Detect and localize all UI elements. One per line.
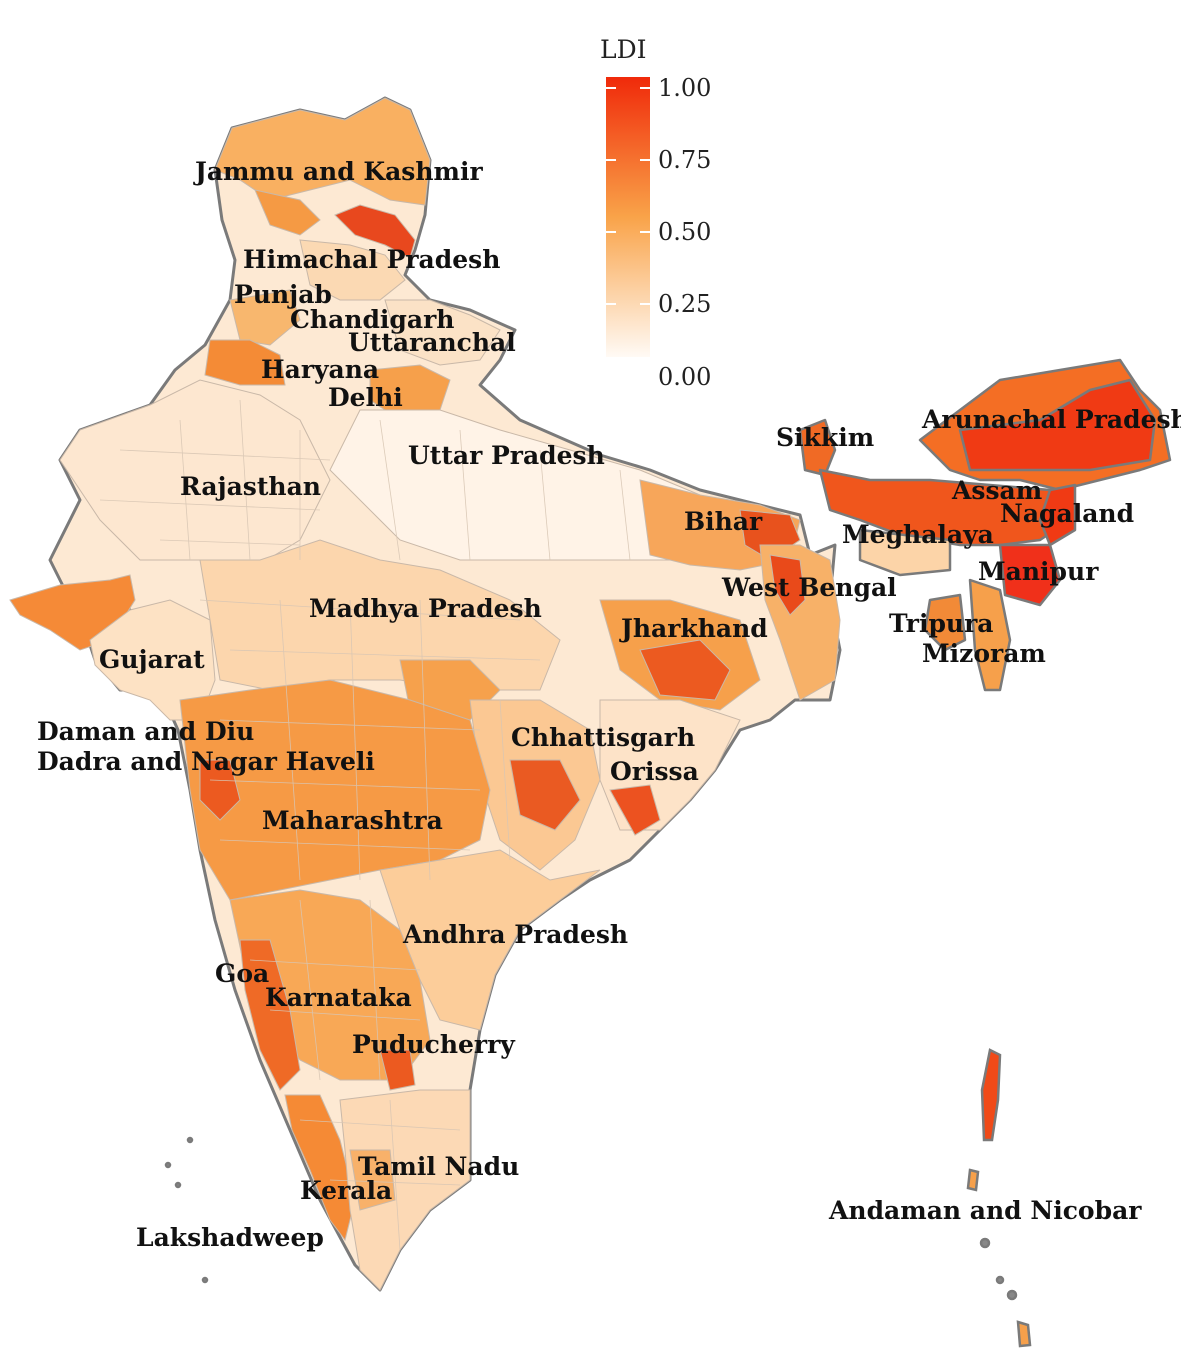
state-label: Andaman and Nicobar <box>828 1196 1142 1225</box>
region-meghalaya <box>858 528 952 577</box>
region-sikkim <box>798 418 837 477</box>
region-kerala <box>284 1094 356 1242</box>
state-label: Jharkhand <box>619 614 768 643</box>
legend-tick-label: 1.00 <box>658 74 711 102</box>
nicobar-1 <box>979 1237 991 1249</box>
region-tripura <box>923 593 967 652</box>
state-label: Goa <box>215 959 269 988</box>
state-label: Jammu and Kashmir <box>193 157 483 186</box>
region-mizoram <box>968 578 1012 692</box>
state-label: Tamil Nadu <box>358 1152 519 1181</box>
state-label: Lakshadweep <box>136 1223 324 1252</box>
state-label: Sikkim <box>776 423 874 452</box>
state-label: Chandigarh <box>290 305 454 334</box>
district-grid <box>99 399 631 1251</box>
legend-color-bar <box>606 77 650 357</box>
region-madhya-pradesh <box>199 539 561 691</box>
state-label: Daman and Diu <box>37 717 254 746</box>
region-jammu-kashmir-north <box>214 97 431 206</box>
state-label: Assam <box>951 476 1042 505</box>
islands <box>164 1048 1032 1348</box>
andaman-islands <box>980 1048 1002 1142</box>
region-jammu-kashmir-hot <box>334 204 416 259</box>
andaman-south <box>966 1168 980 1192</box>
region-nagaland <box>1038 483 1077 547</box>
state-label: West Bengal <box>721 573 897 602</box>
region-wb-hot <box>769 554 806 616</box>
region-uttaranchal <box>384 299 501 366</box>
state-label: Dadra and Nagar Haveli <box>37 747 375 776</box>
region-arunachal-hot <box>958 378 1157 472</box>
region-assam <box>818 468 1072 547</box>
state-label: Chhattisgarh <box>511 723 695 752</box>
region-karnataka-coast <box>239 939 301 1091</box>
state-label: Andhra Pradesh <box>402 920 628 949</box>
legend-ticks <box>606 87 650 305</box>
northeast <box>798 358 1172 692</box>
region-himachal <box>299 239 406 301</box>
state-label: Bihar <box>684 507 763 536</box>
state-label: Punjab <box>234 280 332 309</box>
legend-tick-label: 0.00 <box>658 363 711 391</box>
legend-tick-label: 0.75 <box>658 146 711 174</box>
state-label: Delhi <box>328 383 403 412</box>
state-label: Manipur <box>978 557 1099 586</box>
region-maharashtra-hot <box>199 759 241 821</box>
state-label: Himachal Pradesh <box>243 245 500 274</box>
state-label: Tripura <box>889 609 993 638</box>
region-jammu-west <box>254 189 321 236</box>
district-fills <box>9 97 841 1291</box>
state-label: Kerala <box>300 1176 392 1205</box>
region-jharkhand-hot <box>639 639 731 701</box>
lakshadweep-1 <box>186 1136 194 1144</box>
region-tn-orange <box>349 1149 396 1211</box>
state-label: Arunachal Pradesh <box>921 405 1181 434</box>
state-label: Madhya Pradesh <box>309 594 542 623</box>
state-label: Karnataka <box>265 983 412 1012</box>
nicobar-great <box>1016 1320 1032 1348</box>
lakshadweep-4 <box>201 1276 209 1284</box>
state-label: Maharashtra <box>262 806 443 835</box>
state-labels: Jammu and Kashmir Himachal Pradesh Punja… <box>37 157 1181 1252</box>
region-manipur <box>998 543 1062 607</box>
state-label: Nagaland <box>1000 499 1134 528</box>
legend-tick-label: 0.25 <box>658 290 711 318</box>
legend: LDI 1.00 0.75 0.50 0.25 0.00 <box>600 35 711 391</box>
state-label: Gujarat <box>99 645 205 674</box>
lakshadweep-3 <box>174 1181 182 1189</box>
region-chhattisgarh-hot <box>509 759 581 831</box>
region-punjab <box>229 289 301 346</box>
nicobar-3 <box>1006 1289 1018 1301</box>
region-orissa-hot <box>609 784 661 836</box>
state-label: Rajasthan <box>180 472 321 501</box>
state-label: Orissa <box>610 757 699 786</box>
state-label: Puducherry <box>352 1030 516 1059</box>
region-karnataka-hot <box>379 1049 416 1091</box>
region-haryana <box>204 339 286 386</box>
region-uttar-pradesh <box>329 409 701 561</box>
legend-title: LDI <box>600 35 647 64</box>
state-label: Uttaranchal <box>348 328 516 357</box>
state-label: Meghalaya <box>842 520 994 549</box>
state-label: Uttar Pradesh <box>408 441 605 470</box>
state-label: Mizoram <box>922 639 1046 668</box>
legend-tick-label: 0.50 <box>658 218 711 246</box>
state-label: Haryana <box>261 355 379 384</box>
lakshadweep-2 <box>164 1161 172 1169</box>
nicobar-2 <box>995 1275 1005 1285</box>
